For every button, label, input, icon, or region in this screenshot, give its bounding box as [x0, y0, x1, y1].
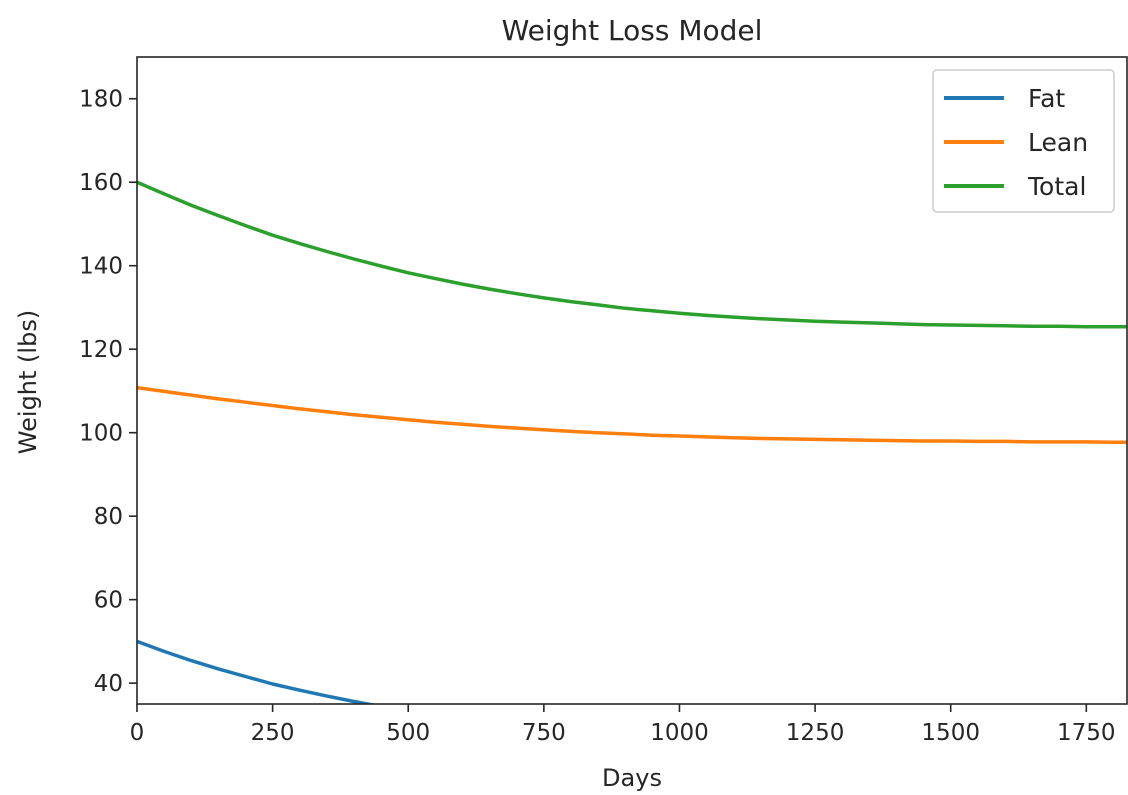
- x-tick-label: 1250: [786, 720, 845, 746]
- legend-label-total: Total: [1027, 172, 1086, 201]
- x-tick-label: 0: [130, 720, 145, 746]
- y-tick-label: 140: [79, 254, 123, 280]
- x-tick-label: 750: [522, 720, 566, 746]
- series-line-fat: [137, 639, 378, 704]
- x-tick-label: 1500: [921, 720, 980, 746]
- legend-label-fat: Fat: [1028, 84, 1065, 113]
- y-tick-label: 40: [94, 671, 123, 697]
- legend: Fat Lean Total: [932, 69, 1115, 213]
- series-line-total: [137, 180, 1127, 329]
- x-tick-label: 500: [386, 720, 430, 746]
- y-tick-label: 180: [79, 87, 123, 113]
- x-tick-label: 1750: [1057, 720, 1116, 746]
- series-line-lean: [137, 385, 1127, 445]
- plot-frame: [136, 56, 1128, 705]
- x-axis-ticks: 0 250 500 750 1000 1250 1500 1750: [130, 704, 1116, 746]
- legend-box: [932, 69, 1115, 213]
- x-axis-label: Days: [602, 764, 662, 792]
- y-tick-label: 120: [79, 337, 123, 363]
- plot-area: [136, 56, 1128, 705]
- legend-label-lean: Lean: [1028, 128, 1088, 157]
- chart-title: Weight Loss Model: [502, 14, 763, 47]
- y-tick-label: 100: [79, 421, 123, 447]
- y-tick-label: 80: [94, 504, 123, 530]
- y-tick-label: 60: [94, 588, 123, 614]
- y-tick-label: 160: [79, 170, 123, 196]
- x-tick-label: 1000: [650, 720, 709, 746]
- x-tick-label: 250: [251, 720, 295, 746]
- y-axis-ticks: 40 60 80 100 120 140 160 180: [79, 87, 137, 697]
- y-axis-label: Weight (lbs): [14, 310, 42, 454]
